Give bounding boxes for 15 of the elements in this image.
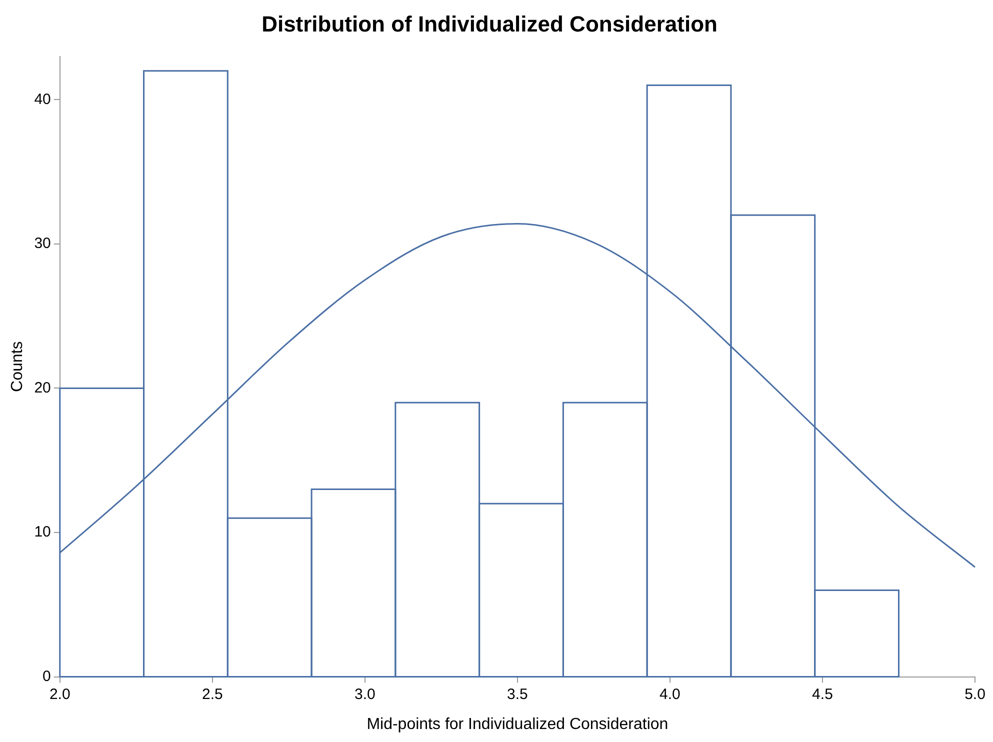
x-tick-label: 4.5 bbox=[812, 686, 833, 703]
x-axis-title: Mid-points for Individualized Consideration bbox=[366, 716, 668, 733]
chart-title: Distribution of Individualized Consideration bbox=[262, 11, 718, 36]
y-tick-label: 20 bbox=[34, 379, 51, 396]
y-axis-title: Counts bbox=[9, 341, 26, 392]
x-tick-label: 3.5 bbox=[507, 686, 528, 703]
x-tick-label: 4.0 bbox=[660, 686, 680, 703]
y-tick-label: 10 bbox=[34, 524, 51, 541]
x-tick-label: 2.5 bbox=[202, 686, 223, 703]
y-tick-label: 30 bbox=[34, 235, 51, 252]
y-tick-label: 0 bbox=[42, 668, 51, 685]
y-tick-label: 40 bbox=[34, 90, 51, 108]
x-tick-label: 2.0 bbox=[49, 686, 70, 703]
x-tick-label: 5.0 bbox=[964, 686, 986, 703]
x-tick-label: 3.0 bbox=[354, 686, 376, 703]
